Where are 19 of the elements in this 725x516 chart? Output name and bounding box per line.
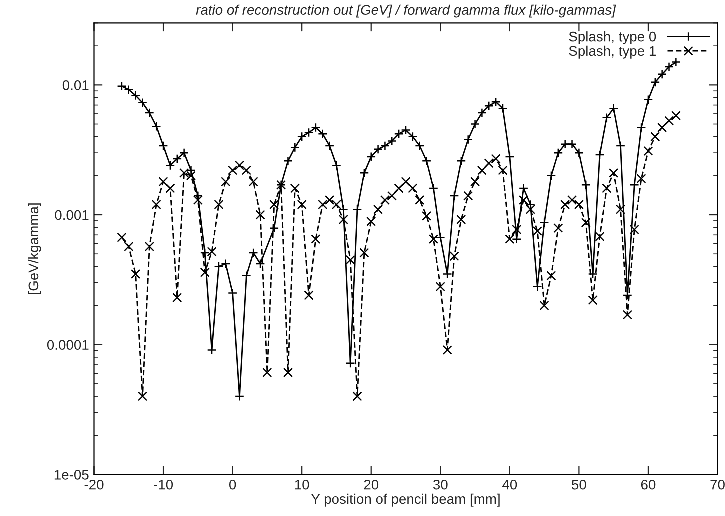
x-tick-label: 50 [572, 480, 586, 490]
y-axis-title: [GeV/kgamma] [28, 204, 42, 294]
x-tick-label: 10 [295, 480, 310, 490]
x-tick-label: 70 [710, 480, 725, 490]
x-tick-label: -10 [154, 480, 174, 490]
y-tick-label: 1e-05 [54, 470, 89, 480]
y-tick-label: 0.0001 [47, 340, 89, 350]
chart-title: ratio of reconstruction out [GeV] / forward gamma flux [kilo-gammas] [196, 4, 616, 18]
x-tick-label: -20 [84, 480, 104, 490]
x-tick-label: 0 [229, 480, 236, 490]
legend-label: Splash, type 0 [569, 32, 656, 44]
y-tick-label: 0.01 [62, 80, 89, 90]
x-tick-label: 30 [433, 480, 448, 490]
x-tick-label: 60 [641, 480, 656, 490]
x-tick-label: 40 [502, 480, 518, 490]
x-tick-label: 20 [364, 480, 379, 490]
x-axis-title: Y position of pencil beam [mm] [311, 494, 500, 507]
legend-label: Splash, type 1 [569, 46, 656, 59]
y-tick-label: 0.001 [55, 210, 89, 220]
